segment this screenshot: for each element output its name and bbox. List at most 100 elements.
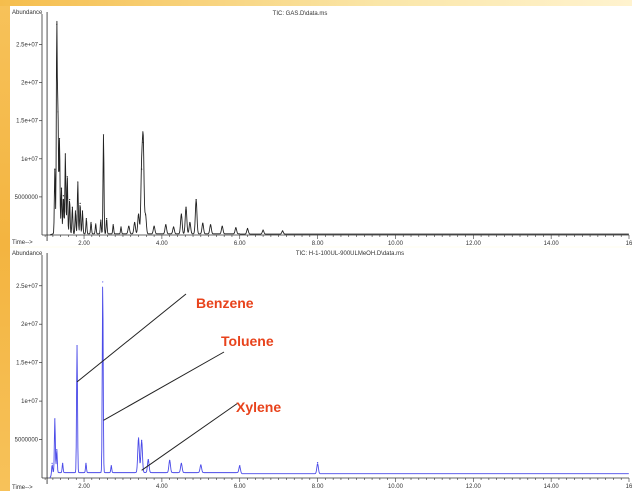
peak-point	[62, 462, 64, 464]
y-tick-label: 5000000	[15, 195, 39, 201]
peak-point	[137, 437, 140, 439]
peak-point	[69, 198, 71, 201]
peak-point	[85, 462, 87, 464]
peak-point	[172, 226, 175, 228]
peak-point	[57, 111, 59, 113]
annotation-leader-line	[103, 351, 225, 421]
peak-point	[100, 219, 102, 221]
chromatogram-top-chart: Abundance TIC: GAS.D\data.ms Time--> 500…	[12, 10, 632, 246]
x-tick-label: 6.00	[234, 241, 246, 246]
peak-point	[112, 224, 114, 226]
peak-point	[54, 418, 56, 420]
peak-point	[56, 23, 58, 25]
annotation-label: Toluene	[221, 333, 274, 349]
annotation-leader-line	[76, 293, 187, 383]
peak-point	[281, 230, 284, 232]
peak-point	[195, 198, 197, 201]
annotation-leader-line	[141, 402, 239, 471]
peak-point	[235, 227, 237, 229]
x-tick-label: 6.00	[234, 484, 246, 490]
x-tick-label: 14.00	[544, 241, 560, 246]
y-tick-label: 1.5e+07	[16, 119, 39, 125]
y-tick-label: 2.5e+07	[16, 42, 39, 48]
peak-point	[51, 462, 53, 464]
peak-point	[180, 462, 182, 464]
x-tick-label: 10.00	[388, 241, 404, 246]
peak-point	[120, 226, 122, 228]
y-tick-label: 1.5e+07	[16, 361, 39, 367]
peak-point	[76, 345, 78, 347]
x-tick-label: 4.00	[156, 241, 168, 246]
peak-point	[56, 448, 58, 451]
x-axis-label: Time-->	[12, 485, 33, 491]
x-tick-label: 8.00	[312, 484, 324, 490]
peak-point	[58, 137, 61, 140]
peak-point	[79, 202, 81, 204]
peak-point	[262, 229, 264, 231]
y-tick-label: 1e+07	[21, 399, 39, 405]
x-tick-label: 16	[626, 241, 632, 246]
peak-point	[106, 218, 108, 220]
peak-point	[71, 206, 73, 208]
x-axis-label: Time-->	[12, 240, 33, 246]
y-axis-label: Abundance	[12, 10, 43, 16]
x-tick-label: 12.00	[466, 241, 482, 246]
y-tick-label: 2e+07	[21, 322, 39, 328]
peak-point	[77, 181, 79, 183]
peak-point	[180, 213, 182, 215]
peak-point	[64, 153, 66, 155]
peak-point	[74, 210, 77, 212]
chromatogram-bottom-panel: Abundance TIC: H-1-100UL-900ULMeOH.D\dat…	[10, 248, 632, 491]
peak-point	[95, 223, 97, 225]
peak-point	[54, 168, 56, 170]
x-tick-label: 14.00	[544, 484, 560, 490]
peak-point	[239, 465, 241, 467]
x-tick-label: 2.00	[78, 241, 90, 246]
peak-point	[128, 225, 130, 227]
x-tick-label: 8.00	[312, 241, 324, 246]
peak-point	[221, 225, 223, 227]
y-tick-label: 2e+07	[21, 81, 39, 87]
peak-point	[200, 464, 202, 466]
peak-point	[66, 176, 68, 178]
x-tick-label: 10.00	[388, 484, 404, 490]
peak-point	[246, 227, 249, 230]
chart-title: TIC: GAS.D\data.ms	[273, 11, 328, 17]
peak-point	[185, 206, 187, 208]
peak-point	[147, 458, 149, 461]
annotation-label: Benzene	[196, 295, 254, 311]
chromatogram-top-panel: Abundance TIC: GAS.D\data.ms Time--> 500…	[10, 6, 632, 246]
chart-title: TIC: H-1-100UL-900ULMeOH.D\data.ms	[296, 251, 404, 257]
peak-point	[110, 465, 112, 467]
peak-point	[142, 141, 144, 144]
peak-point	[209, 224, 212, 226]
signal-trace	[49, 286, 629, 479]
peak-point	[134, 221, 136, 224]
x-tick-label: 16	[626, 484, 632, 490]
peak-point	[102, 281, 104, 283]
y-tick-label: 5000000	[15, 438, 39, 444]
y-tick-label: 2.5e+07	[16, 284, 39, 290]
peak-point	[144, 214, 147, 216]
y-tick-label: 1e+07	[21, 157, 39, 163]
y-axis-label: Abundance	[12, 251, 43, 257]
peak-point	[85, 218, 87, 220]
peak-point	[189, 221, 191, 224]
annotation-label: Xylene	[236, 399, 281, 415]
chromatogram-bottom-chart: Abundance TIC: H-1-100UL-900ULMeOH.D\dat…	[12, 251, 632, 491]
x-tick-label: 12.00	[466, 484, 482, 490]
peak-point	[60, 187, 63, 189]
peak-point	[137, 213, 140, 215]
peak-point	[169, 459, 171, 461]
x-tick-label: 4.00	[156, 484, 168, 490]
peak-point	[90, 221, 92, 224]
peak-point	[202, 222, 204, 224]
x-tick-label: 2.00	[78, 484, 90, 490]
signal-trace	[49, 20, 629, 236]
peak-point	[141, 439, 143, 441]
slide-decoration-left	[0, 0, 10, 491]
peak-point	[81, 210, 84, 212]
peak-point	[153, 225, 155, 227]
peak-point	[102, 134, 105, 136]
peak-point	[165, 224, 167, 226]
